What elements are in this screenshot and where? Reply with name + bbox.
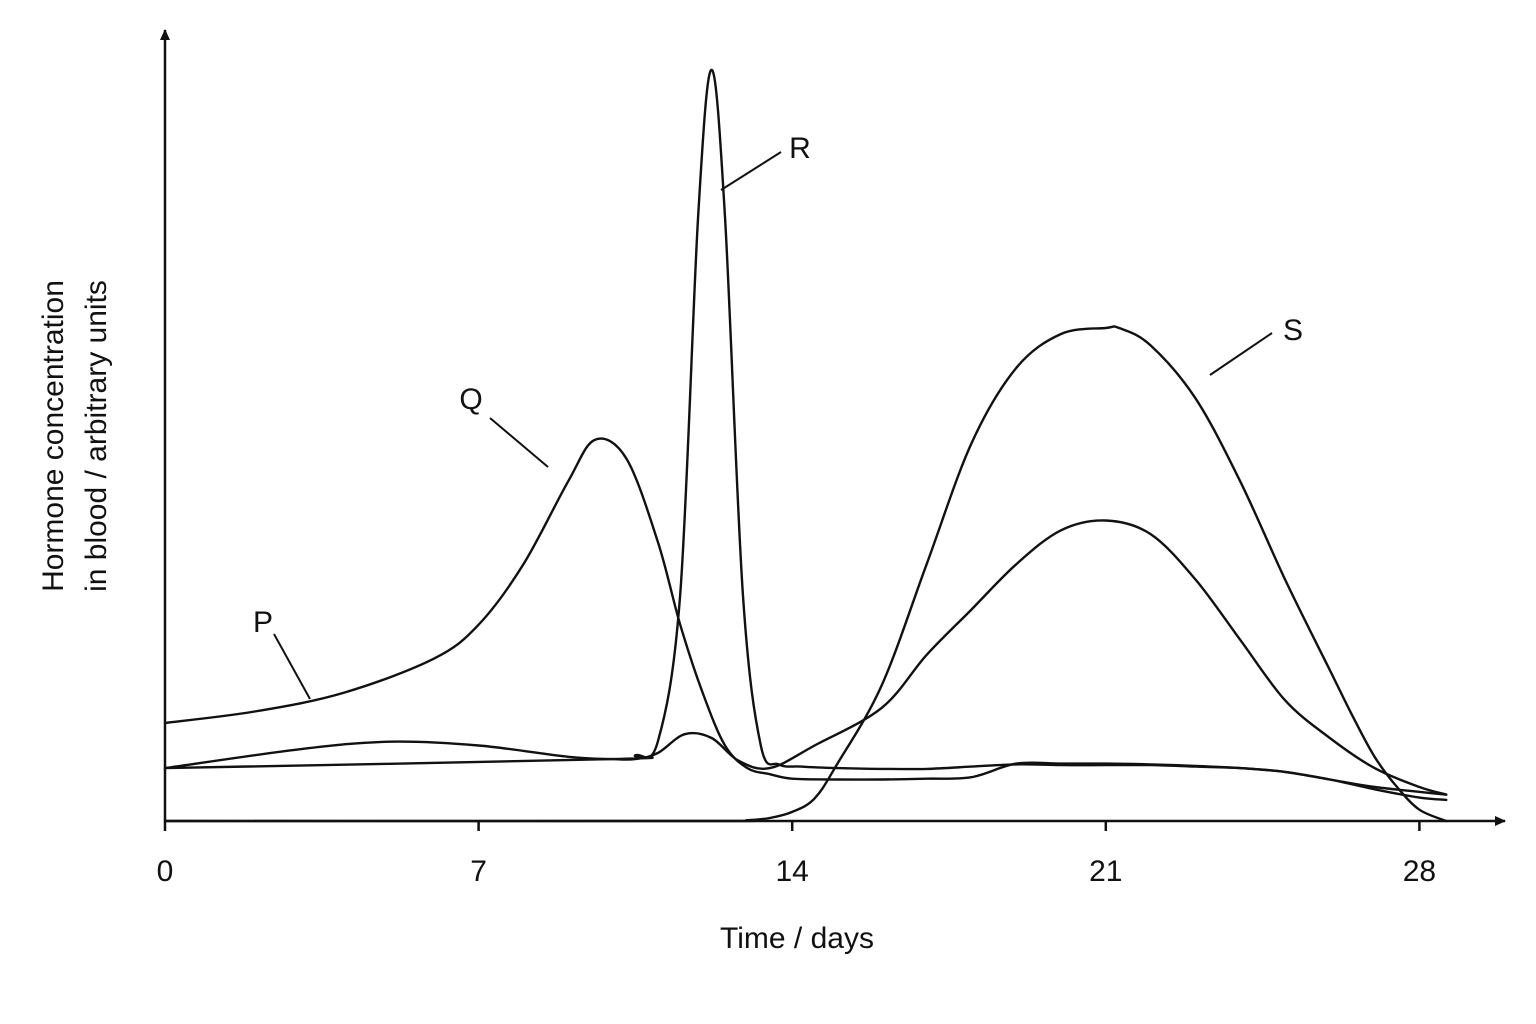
x-tick-label: 7 [470, 855, 487, 888]
x-tick-label: 21 [1089, 855, 1122, 888]
curve-label-p: P [253, 606, 273, 639]
curves [163, 68, 1448, 823]
x-axis-label: Time / days [720, 922, 874, 955]
leader-line-p [273, 633, 311, 700]
y-axis-label-line-2: in blood / arbitrary units [80, 280, 113, 592]
curve-label-q: Q [459, 383, 482, 416]
leader-line-r [720, 151, 782, 191]
leader-line-q [489, 417, 549, 468]
curve-label-s: S [1283, 314, 1303, 347]
leader-line-s [1209, 332, 1273, 376]
x-tick-label: 28 [1403, 855, 1436, 888]
x-tick-label: 14 [776, 855, 809, 888]
y-axis-label-line-1: Hormone concentration [37, 280, 70, 592]
curve-p [163, 437, 1448, 796]
x-tick-label: 0 [157, 855, 174, 888]
curve-labels: P Q R S [253, 132, 1303, 639]
curve-label-r: R [789, 132, 811, 165]
curve-q [163, 519, 1448, 796]
curve-r [163, 68, 1448, 802]
curve-s [163, 325, 1448, 823]
x-ticks: 0 7 14 21 28 [157, 821, 1436, 888]
label-leaders [273, 151, 1273, 700]
